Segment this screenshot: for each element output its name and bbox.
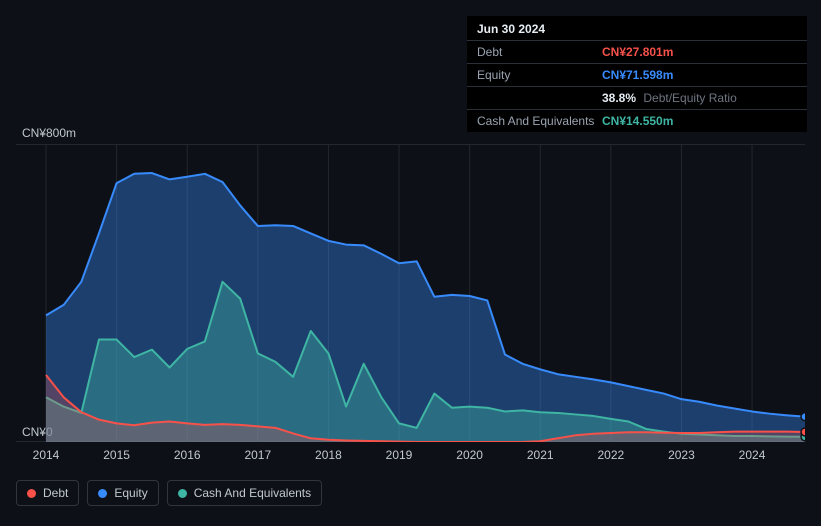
xaxis-tick-label: 2019 (386, 448, 413, 462)
summary-date: Jun 30 2024 (467, 16, 807, 41)
xaxis-tick-label: 2020 (456, 448, 483, 462)
summary-row-suffix: Debt/Equity Ratio (640, 91, 737, 105)
legend-label: Equity (114, 486, 147, 500)
xaxis-tick-label: 2024 (739, 448, 766, 462)
xaxis-tick-label: 2021 (527, 448, 554, 462)
summary-row-label: Equity (477, 68, 602, 82)
legend-dot (178, 489, 187, 498)
summary-row-value: 38.8% Debt/Equity Ratio (602, 91, 737, 105)
xaxis-tick-label: 2022 (597, 448, 624, 462)
summary-row-value: CN¥71.598m (602, 68, 673, 82)
summary-row: EquityCN¥71.598m (467, 64, 807, 87)
xaxis-tick-label: 2016 (174, 448, 201, 462)
legend-label: Cash And Equivalents (194, 486, 311, 500)
summary-info-box: Jun 30 2024 DebtCN¥27.801mEquityCN¥71.59… (467, 16, 807, 132)
legend: Debt Equity Cash And Equivalents (16, 480, 322, 506)
xaxis-tick-label: 2018 (315, 448, 342, 462)
xaxis-labels: 2014 2015 2016 2017 2018 2019 2020 2021 2022 2023… (16, 448, 805, 464)
summary-row-value: CN¥14.550m (602, 114, 673, 128)
legend-item[interactable]: Debt (16, 480, 79, 506)
yaxis-top-label: CN¥800m (22, 126, 76, 140)
xaxis-tick-label: 2014 (33, 448, 60, 462)
xaxis-tick-label: 2015 (103, 448, 130, 462)
chart-area[interactable] (16, 144, 805, 442)
summary-row: DebtCN¥27.801m (467, 41, 807, 64)
summary-row: Cash And EquivalentsCN¥14.550m (467, 110, 807, 132)
legend-item[interactable]: Equity (87, 480, 158, 506)
summary-row-label (477, 91, 602, 105)
legend-item[interactable]: Cash And Equivalents (167, 480, 322, 506)
summary-row-label: Debt (477, 45, 602, 59)
legend-label: Debt (43, 486, 68, 500)
xaxis-tick-label: 2023 (668, 448, 695, 462)
legend-dot (27, 489, 36, 498)
summary-row-label: Cash And Equivalents (477, 114, 602, 128)
summary-row: 38.8% Debt/Equity Ratio (467, 87, 807, 110)
xaxis-tick-label: 2017 (244, 448, 271, 462)
legend-dot (98, 489, 107, 498)
summary-row-value: CN¥27.801m (602, 45, 673, 59)
